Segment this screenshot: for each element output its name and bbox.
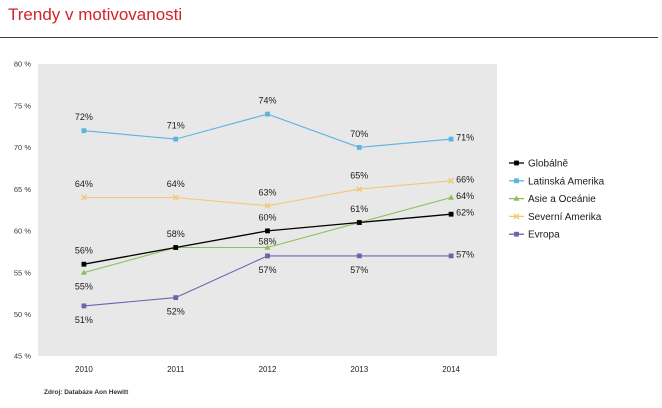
data-label: 64% bbox=[75, 179, 93, 189]
data-point bbox=[80, 269, 87, 275]
data-point bbox=[448, 253, 454, 259]
data-point bbox=[172, 194, 179, 201]
series-globalne bbox=[81, 211, 454, 267]
series-lines bbox=[80, 111, 455, 309]
legend-marker bbox=[514, 231, 519, 237]
legend-item-evropa: Evropa bbox=[509, 230, 560, 241]
legend-item-globalne: Globálně bbox=[509, 159, 568, 170]
data-label: 65% bbox=[350, 171, 368, 181]
x-axis: 2010 2011 2012 2013 2014 bbox=[75, 365, 461, 374]
data-point bbox=[356, 253, 362, 259]
data-point bbox=[356, 220, 362, 225]
data-label: 57% bbox=[350, 265, 368, 275]
y-tick-label: 45 % bbox=[14, 352, 31, 361]
y-axis: 45 % 50 % 55 % 60 % 65 % 70 % 75 % 80 % bbox=[14, 60, 31, 361]
legend-label: Severní Amerika bbox=[528, 212, 602, 223]
legend: Globálně Latinská Amerika Asie a Oceánie Se… bbox=[509, 159, 605, 241]
legend-label: Asie a Oceánie bbox=[528, 194, 596, 205]
data-label: 58% bbox=[258, 237, 276, 247]
data-point bbox=[448, 194, 455, 200]
data-point bbox=[173, 245, 179, 250]
legend-marker bbox=[513, 195, 520, 201]
y-tick-label: 50 % bbox=[14, 310, 31, 319]
y-tick-label: 55 % bbox=[14, 268, 31, 277]
y-tick-label: 70 % bbox=[14, 143, 31, 152]
data-labels: 56% 58% 60% 62% 72% 71% 74% 70% 71% 55% 58% 61% 64% 6… bbox=[75, 96, 474, 325]
data-label: 64% bbox=[167, 179, 185, 189]
legend-label: Latinská Amerika bbox=[528, 176, 605, 187]
x-tick-label: 2010 bbox=[75, 365, 93, 374]
data-label: 61% bbox=[350, 204, 368, 214]
data-point bbox=[264, 244, 271, 250]
data-label: 72% bbox=[75, 112, 93, 122]
series-evropa bbox=[81, 253, 454, 309]
data-label: 63% bbox=[258, 187, 276, 197]
x-tick-label: 2014 bbox=[442, 365, 460, 374]
data-label: 62% bbox=[456, 208, 474, 218]
data-label: 56% bbox=[75, 246, 93, 256]
legend-item-latinska-amerika: Latinská Amerika bbox=[509, 176, 605, 187]
y-tick-label: 65 % bbox=[14, 185, 31, 194]
data-point bbox=[265, 111, 270, 117]
data-label: 58% bbox=[167, 229, 185, 239]
data-label: 57% bbox=[456, 249, 474, 259]
plot-background bbox=[38, 64, 497, 356]
legend-item-asie-a-oceanie: Asie a Oceánie bbox=[509, 194, 596, 205]
data-point bbox=[173, 295, 179, 300]
data-label: 57% bbox=[258, 265, 276, 275]
series-latinska-amerika bbox=[81, 111, 454, 150]
data-label: 52% bbox=[167, 307, 185, 317]
data-point bbox=[173, 136, 179, 142]
plot-area bbox=[38, 64, 497, 356]
data-label: 64% bbox=[456, 191, 474, 201]
data-point bbox=[264, 202, 271, 209]
data-point bbox=[81, 303, 87, 309]
data-label: 55% bbox=[75, 282, 93, 292]
data-point bbox=[448, 211, 454, 217]
data-label: 74% bbox=[258, 96, 276, 106]
y-tick-label: 80 % bbox=[14, 60, 31, 69]
data-point bbox=[80, 194, 87, 201]
data-point bbox=[265, 228, 270, 234]
x-tick-label: 2013 bbox=[350, 365, 368, 374]
x-tick-label: 2011 bbox=[167, 365, 185, 374]
legend-marker bbox=[514, 178, 519, 184]
data-point bbox=[81, 128, 87, 134]
data-point bbox=[356, 186, 363, 193]
legend-marker bbox=[514, 160, 519, 166]
data-point bbox=[356, 145, 362, 150]
legend-label: Evropa bbox=[528, 230, 560, 241]
data-label: 66% bbox=[456, 174, 474, 184]
data-label: 71% bbox=[167, 121, 185, 131]
series-severni-amerika bbox=[80, 177, 455, 209]
y-tick-label: 60 % bbox=[14, 227, 31, 236]
legend-marker bbox=[513, 213, 520, 220]
data-label: 71% bbox=[456, 133, 474, 143]
legend-item-severni-amerika: Severní Amerika bbox=[509, 212, 602, 223]
data-point bbox=[448, 177, 455, 184]
data-label: 51% bbox=[75, 315, 93, 325]
page-title: Trendy v motivovanosti bbox=[8, 5, 183, 24]
data-point bbox=[448, 136, 454, 142]
title-divider bbox=[0, 37, 658, 38]
data-point bbox=[265, 253, 270, 259]
data-point bbox=[81, 261, 87, 267]
y-tick-label: 75 % bbox=[14, 101, 31, 110]
data-label: 60% bbox=[258, 212, 276, 222]
x-tick-label: 2012 bbox=[259, 365, 277, 374]
source-note: Zdroj: Databáze Aon Hewitt bbox=[44, 389, 129, 396]
legend-label: Globálně bbox=[528, 159, 568, 170]
data-label: 70% bbox=[350, 129, 368, 139]
